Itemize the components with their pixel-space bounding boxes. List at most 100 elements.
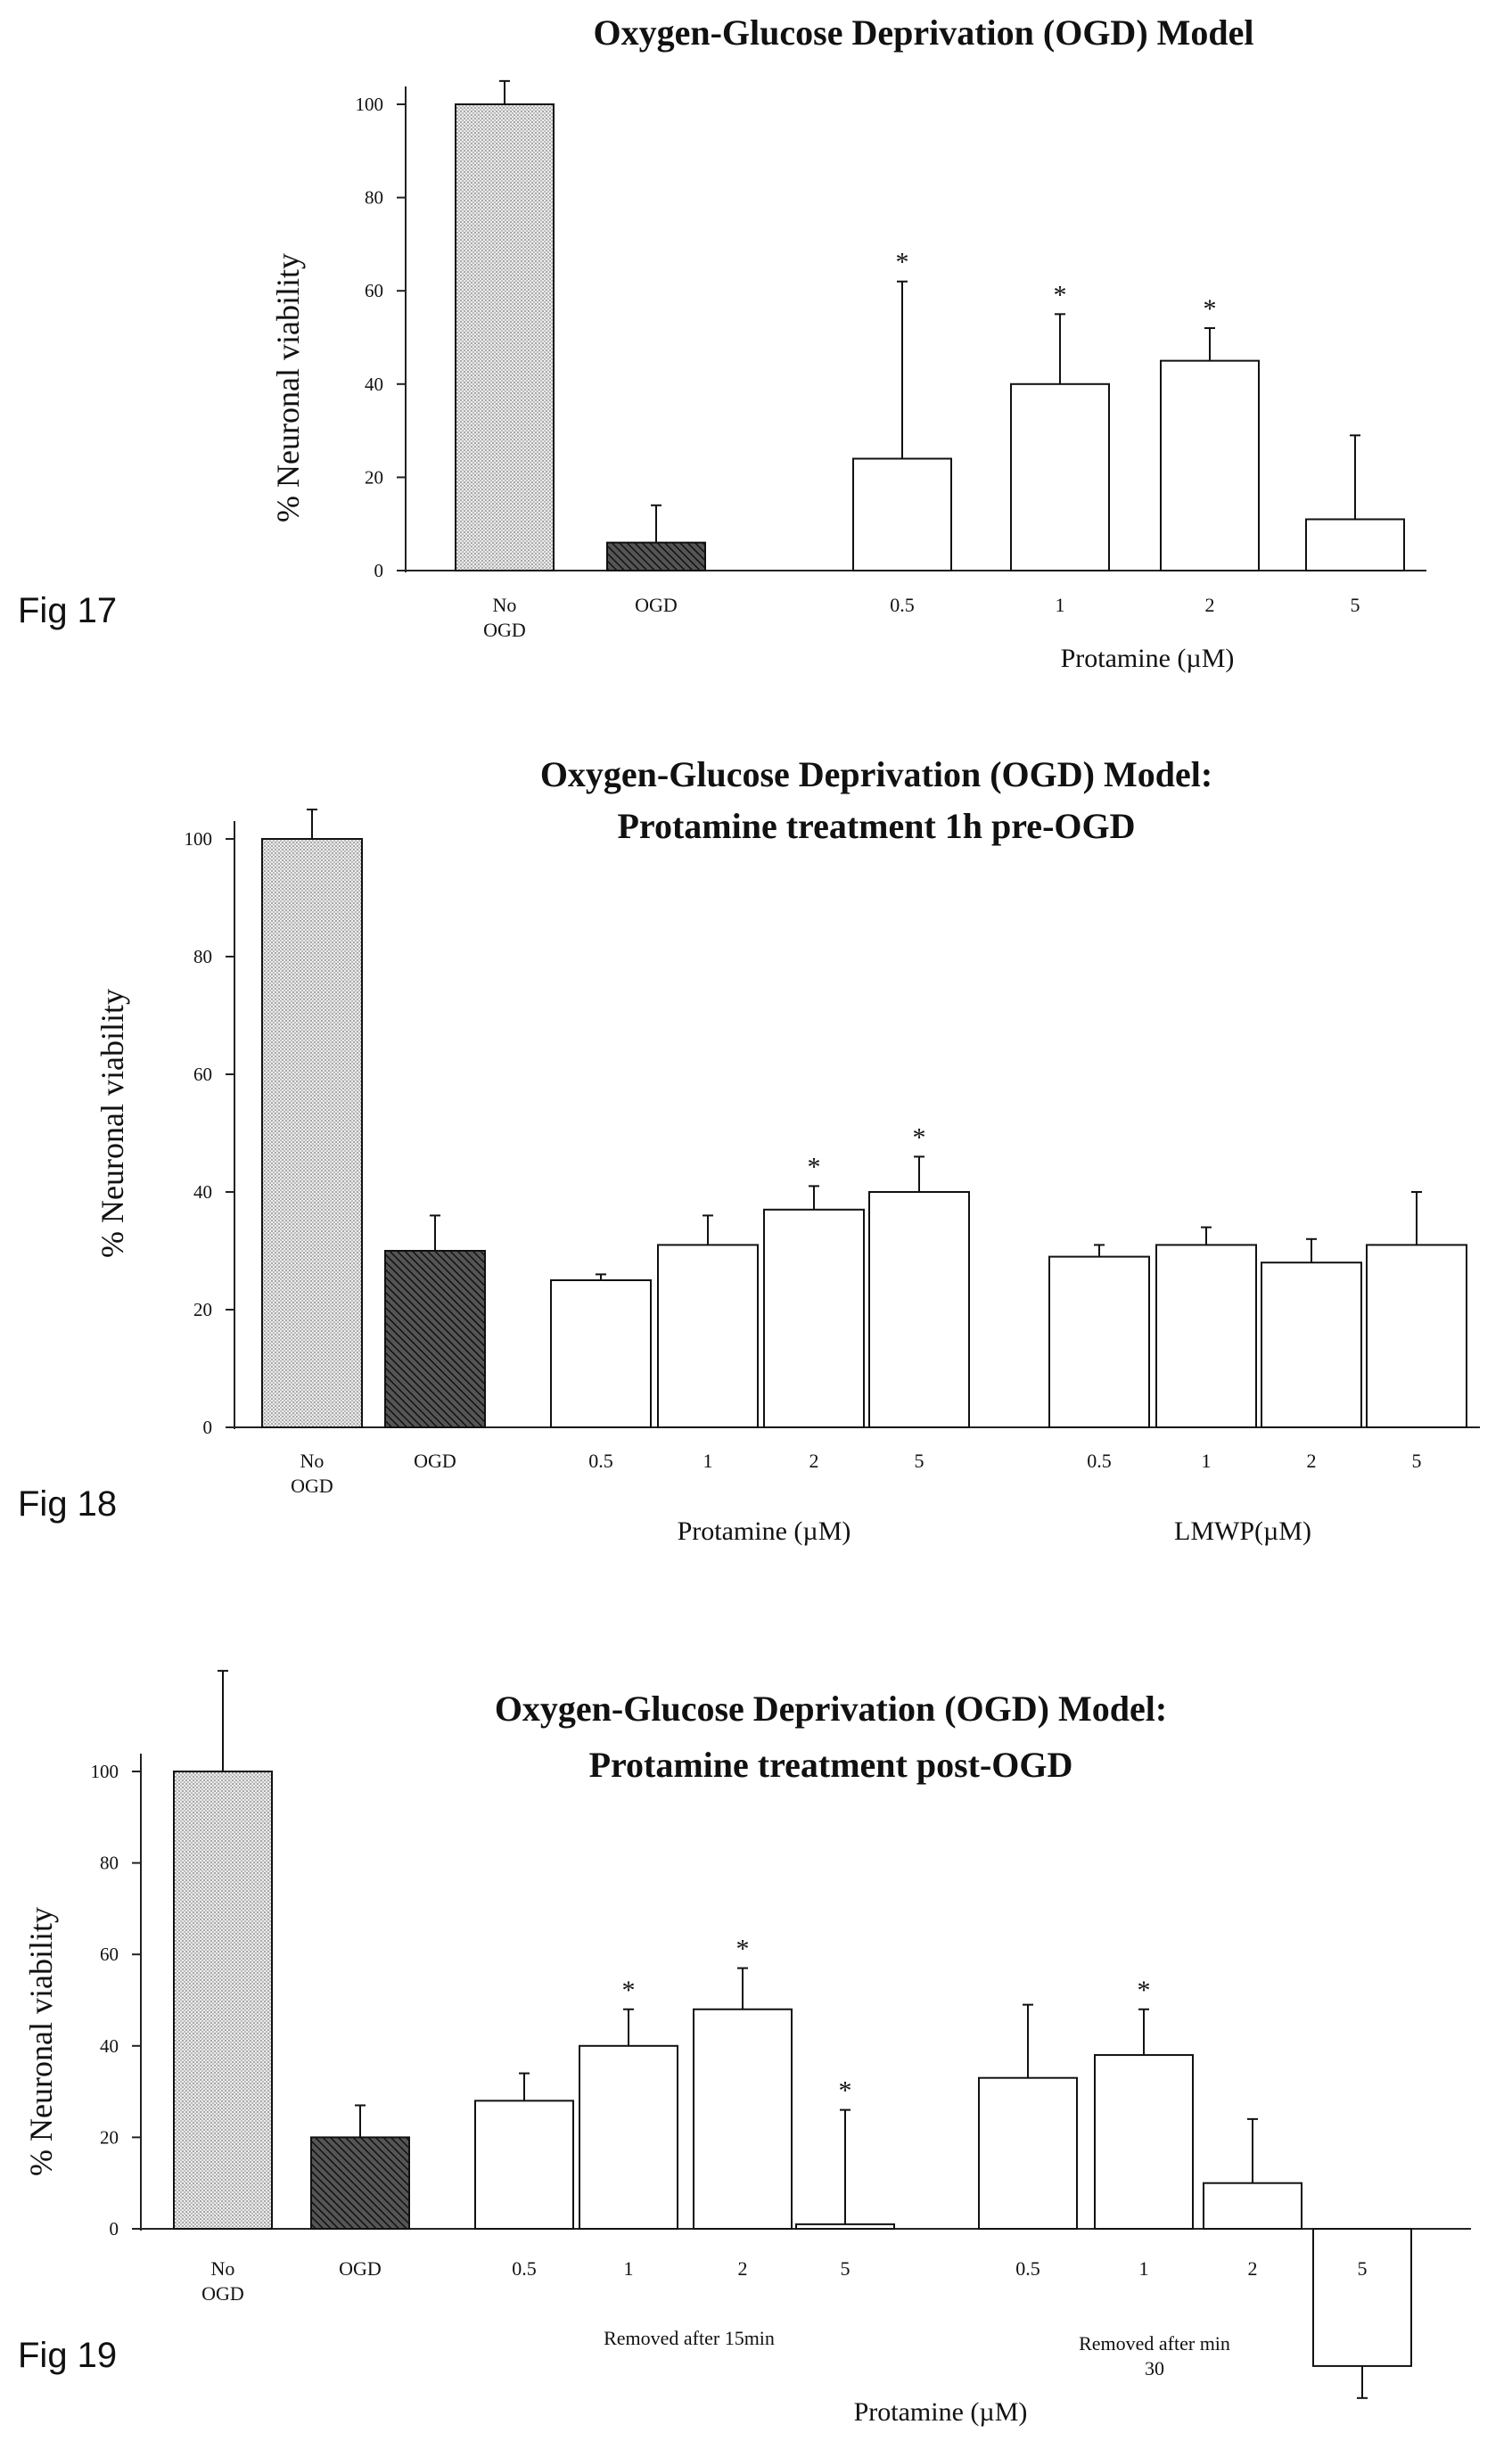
fig17-cat-label: No [493,594,517,616]
fig19-y-tick-label: 100 [91,1761,119,1782]
fig18-title-line1: Oxygen-Glucose Deprivation (OGD) Model: [540,754,1212,794]
fig19-significance-star: * [622,1976,636,2005]
fig17-figure-label: Fig 17 [18,591,117,630]
fig17-bar [606,541,706,571]
fig19-significance-star: * [839,2076,852,2106]
fig18-cat-label-line2: OGD [291,1475,333,1497]
fig18-cat-label: 1 [1202,1450,1212,1472]
fig18-group-label-lmwp: LMWP(µM) [1174,1516,1311,1546]
fig19-cat-label: 1 [1139,2257,1149,2280]
fig18-bar [261,838,363,1428]
fig19-cat-label: 2 [1248,2257,1258,2280]
fig17-title: Oxygen-Glucose Deprivation (OGD) Model [593,12,1253,53]
fig17-panel: Oxygen-Glucose Deprivation (OGD) Model %… [18,12,1426,673]
fig19-bar [1312,2228,1412,2367]
fig18-y-tick-label: 100 [185,828,213,850]
fig18-bar [657,1244,759,1429]
fig18-bar [763,1208,865,1429]
fig17-cat-label-line2: OGD [483,619,526,641]
fig18-y-tick-label: 60 [193,1064,212,1085]
fig18-y-tick-label: 80 [193,946,212,967]
fig19-panel: Oxygen-Glucose Deprivation (OGD) Model: … [18,1670,1471,2427]
fig19-figure-label: Fig 19 [18,2336,117,2375]
fig17-y-tick-label: 100 [356,94,384,115]
fig19-bar [579,2044,678,2231]
fig19-significance-star: * [1138,1976,1151,2005]
fig19-bar [978,2076,1078,2230]
fig18-panel: Oxygen-Glucose Deprivation (OGD) Model: … [18,754,1480,1546]
fig18-cat-label: 5 [915,1450,924,1472]
fig19-y-tick-label: 20 [100,2126,119,2148]
fig19-bar [1094,2054,1194,2231]
fig17-significance-star: * [896,248,909,277]
fig17-y-tick-label: 20 [365,466,383,488]
fig19-bar [795,2223,895,2231]
fig19-cat-label-line2: OGD [201,2282,244,2305]
fig17-significance-star: * [1054,280,1067,309]
fig17-y-tick-label: 0 [374,560,384,581]
fig18-y-tick-label: 0 [203,1417,213,1438]
fig19-cat-label: OGD [339,2257,382,2280]
fig19-significance-star: * [736,1935,750,1964]
fig17-cat-label: 5 [1351,594,1360,616]
fig17-y-axis-label: % Neuronal viability [270,253,306,522]
fig18-y-tick-label: 20 [193,1299,212,1320]
fig19-bar [173,1771,273,2230]
fig19-y-tick-label: 60 [100,1944,119,1965]
fig18-cat-label: 0.5 [588,1450,613,1472]
fig19-cat-label: 0.5 [512,2257,537,2280]
fig19-group-label-30min-line2: 30 [1145,2357,1164,2379]
fig19-bar [474,2100,574,2231]
fig18-title-line2: Protamine treatment 1h pre-OGD [618,806,1136,846]
fig18-significance-star: * [913,1122,926,1152]
fig18-cat-label: 5 [1412,1450,1422,1472]
fig19-y-tick-label: 40 [100,2035,119,2057]
fig17-bar [1160,359,1260,571]
fig18-cat-label: 2 [1307,1450,1317,1472]
fig19-cat-label: No [211,2257,235,2280]
fig17-significance-star: * [1204,294,1217,324]
fig18-bar [1048,1255,1150,1428]
fig19-bar [693,2008,793,2231]
fig18-cat-label: 2 [809,1450,819,1472]
fig19-cat-label: 2 [738,2257,748,2280]
fig18-bar [1366,1244,1467,1429]
fig19-title-line2: Protamine treatment post-OGD [589,1745,1073,1785]
fig18-significance-star: * [808,1152,821,1181]
fig19-group-label-protamine: Protamine (µM) [854,2397,1028,2427]
fig17-group-label-protamine: Protamine (µM) [1061,644,1235,673]
fig18-bar [1155,1244,1257,1429]
fig17-bar [455,103,555,571]
fig17-cat-label: 2 [1205,594,1215,616]
fig17-y-tick-label: 60 [365,280,383,301]
fig18-bar [384,1250,486,1428]
fig18-y-axis-label: % Neuronal viability [94,989,130,1258]
fig19-y-axis-label: % Neuronal viability [23,1907,59,2176]
fig17-cat-label: OGD [635,594,678,616]
fig17-cat-label: 1 [1056,594,1065,616]
fig18-bar [868,1191,970,1428]
fig18-y-tick-label: 40 [193,1181,212,1203]
fig17-y-tick-label: 80 [365,187,383,209]
fig19-y-tick-label: 80 [100,1853,119,1874]
fig18-bar [550,1279,652,1428]
fig18-group-label-protamine: Protamine (µM) [678,1516,851,1546]
fig18-cat-label: No [300,1450,325,1472]
fig19-bar [310,2136,410,2230]
fig19-title-line1: Oxygen-Glucose Deprivation (OGD) Model: [495,1689,1167,1729]
fig19-cat-label: 1 [624,2257,634,2280]
fig17-y-tick-label: 40 [365,374,383,395]
fig18-cat-label: 1 [703,1450,713,1472]
fig19-cat-label: 5 [841,2257,850,2280]
fig19-bars: No OGD 0.5*1*2*5 0.5*1 2 5 [173,1670,1412,2399]
fig19-group-label-30min-line1: Removed after min [1079,2332,1230,2355]
fig19-group-label-15min: Removed after 15min [604,2327,775,2349]
fig18-cat-label: 0.5 [1087,1450,1112,1472]
fig18-cat-label: OGD [414,1450,456,1472]
fig17-bar [1305,518,1405,571]
fig19-bar [1203,2182,1302,2230]
fig19-cat-label: 5 [1358,2257,1368,2280]
fig18-bars: No OGD 0.5 1 * 2 * 5 0.5 1 2 5 [261,809,1467,1472]
fig17-bars: No OGD * 0.5 * 1 * 2 5 [455,79,1405,616]
